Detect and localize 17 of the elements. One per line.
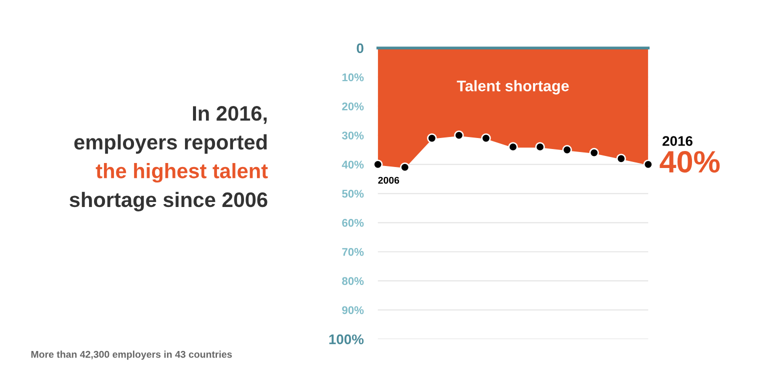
y-tick-label: 60% [342,218,364,227]
text: 40% [660,150,720,173]
y-tick-label: 90% [342,306,364,314]
y-tick-label: 0 [356,43,364,54]
y-tick-label: 20% [342,102,364,110]
text: 2016 [662,136,692,146]
y-tick-label: 80% [342,277,364,285]
y-tick-label: 30% [342,132,364,140]
y-tick-label: 40% [342,160,364,169]
text: In 2016, employers reported the highest talent shortage since 2006 [70,106,268,212]
y-tick-label: 100% [329,334,364,344]
annotation: 2006 [378,176,400,184]
series-label: Talent shortage [456,80,569,94]
y-tick-label: 10% [342,73,364,82]
y-tick-label: 70% [342,248,364,256]
text: More than 42,300 employers in 43 countries [31,350,232,360]
y-tick-label: 50% [342,190,364,198]
